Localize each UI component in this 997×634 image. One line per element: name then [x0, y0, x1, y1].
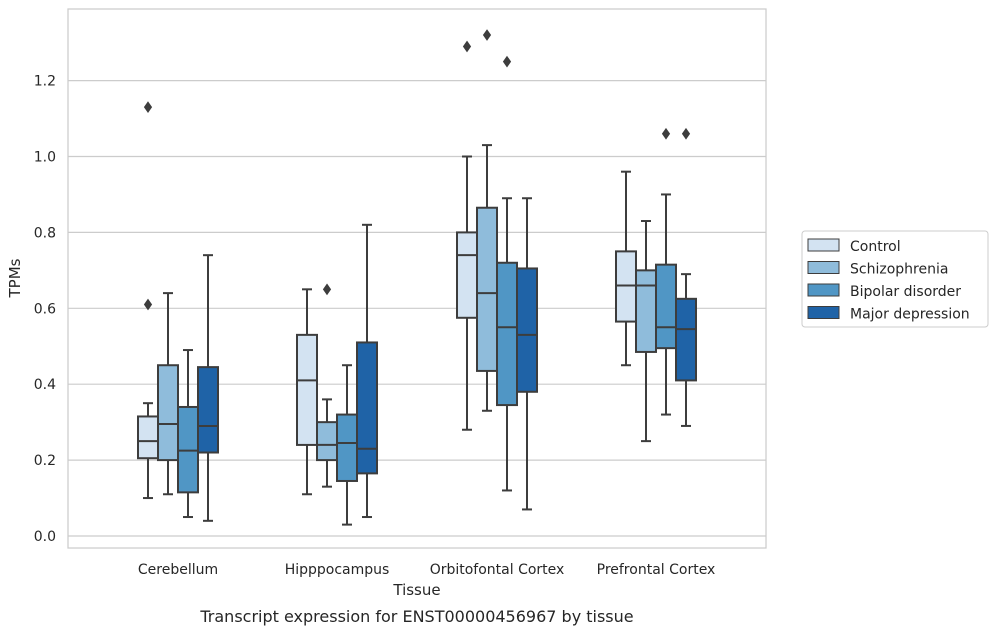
legend-swatch: [807, 283, 840, 297]
iqr-box: [516, 267, 538, 393]
box-major-depression: [197, 254, 219, 522]
box-major-depression: [356, 223, 378, 519]
y-tick-label: 0.2: [34, 453, 56, 469]
iqr-box: [296, 333, 318, 446]
iqr-box: [456, 231, 478, 319]
y-tick-label: 0.0: [34, 529, 56, 545]
box-control: [456, 40, 478, 431]
x-tick-label: Orbitofontal Cortex: [430, 562, 565, 578]
x-tick-labels: Cerebellum Hipppocampus Orbitofontal Corte…: [138, 562, 715, 578]
legend-swatch: [807, 306, 840, 319]
box-schizophrenia: [635, 220, 657, 443]
iqr-box: [316, 421, 338, 462]
iqr-box: [635, 269, 657, 353]
outlier-point: [143, 298, 153, 311]
plot-area-frame: [67, 8, 767, 549]
iqr-box: [496, 261, 518, 407]
box-schizophrenia: [157, 292, 179, 496]
box-schizophrenia: [316, 283, 338, 488]
box-major-depression: [516, 197, 538, 511]
iqr-box: [356, 341, 378, 475]
y-tick-labels: 0.0 0.2 0.4 0.6 0.8 1.0 1.2: [34, 74, 56, 545]
chart-caption: Transcript expression for ENST0000045696…: [199, 607, 633, 626]
y-axis-label: TPMs: [6, 258, 24, 298]
legend-swatch: [807, 261, 840, 274]
outlier-point: [681, 127, 691, 140]
iqr-box: [336, 413, 358, 482]
outlier-point: [322, 283, 332, 296]
outlier-point: [502, 55, 512, 68]
outlier-point: [661, 127, 671, 140]
box-control: [615, 170, 637, 367]
box-major-depression: [675, 127, 697, 427]
x-tick-label: Hipppocampus: [285, 562, 390, 578]
iqr-box: [157, 364, 179, 462]
box-schizophrenia: [476, 29, 498, 412]
box-control: [296, 288, 318, 496]
box-control: [137, 101, 159, 500]
box-bipolar-disorder: [655, 127, 677, 416]
legend-label: Bipolar disorder: [850, 284, 961, 300]
y-tick-label: 0.4: [34, 377, 56, 393]
legend-label: Control: [850, 239, 901, 255]
x-tick-label: Prefrontal Cortex: [597, 562, 716, 578]
boxes-layer: [137, 29, 697, 526]
legend-swatch: [807, 238, 840, 252]
y-tick-label: 1.2: [34, 74, 56, 90]
iqr-box: [137, 415, 159, 460]
iqr-box: [675, 297, 697, 382]
iqr-box: [655, 263, 677, 350]
box-bipolar-disorder: [177, 349, 199, 519]
y-tick-label: 0.6: [34, 301, 56, 317]
outlier-point: [143, 101, 153, 114]
legend: Control Schizophrenia Bipolar disorder Majo…: [801, 230, 989, 328]
y-tick-label: 1.0: [34, 150, 56, 166]
x-axis-label: Tissue: [392, 581, 440, 599]
x-tick-label: Cerebellum: [138, 562, 218, 578]
outlier-point: [462, 40, 472, 53]
iqr-box: [476, 206, 498, 372]
legend-label: Major depression: [850, 307, 970, 323]
box-bipolar-disorder: [496, 55, 518, 492]
legend-label: Schizophrenia: [850, 262, 948, 278]
legend-frame: [801, 230, 989, 328]
y-tick-label: 0.8: [34, 225, 56, 241]
iqr-box: [197, 366, 219, 454]
outlier-point: [482, 29, 492, 41]
box-bipolar-disorder: [336, 364, 358, 526]
